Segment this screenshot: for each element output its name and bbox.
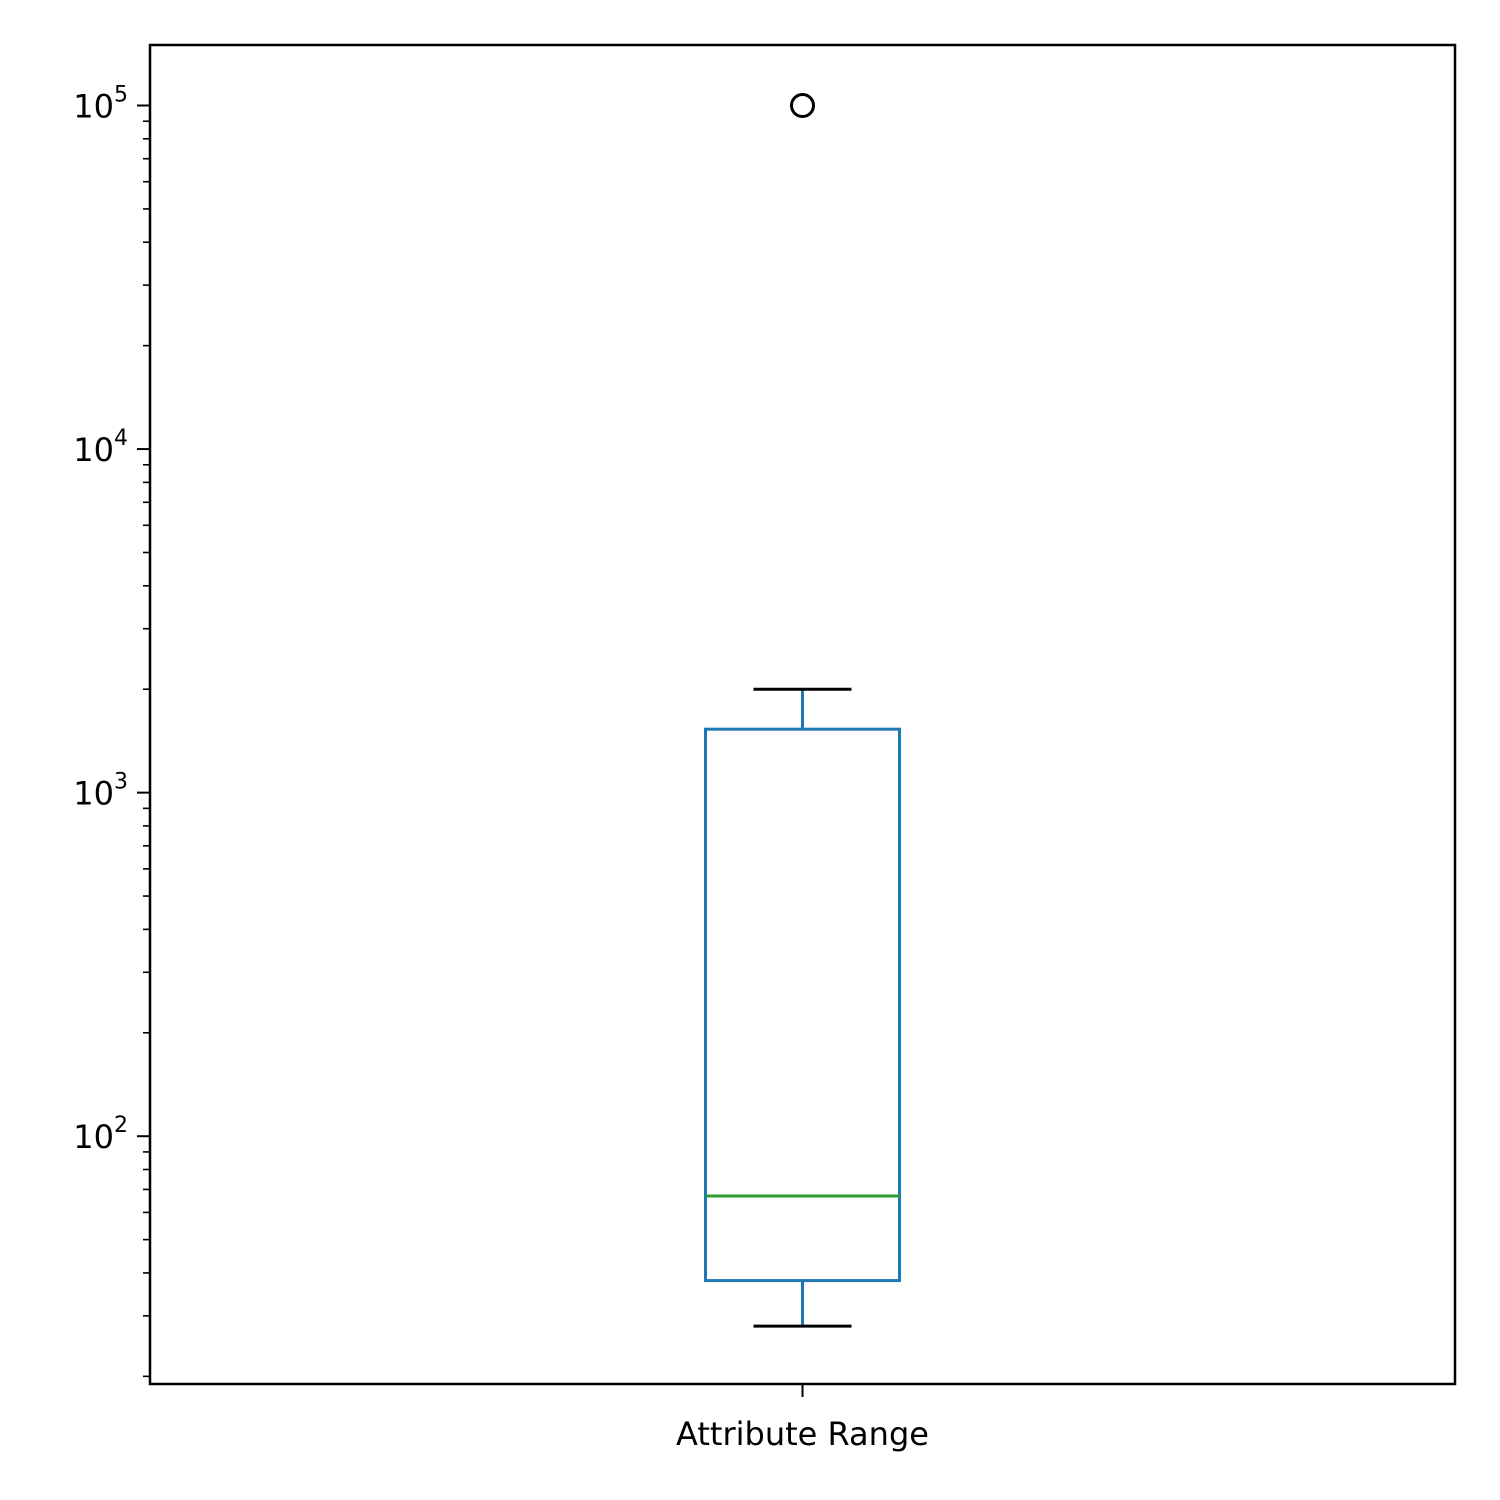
y-tick-label: 102 <box>73 1113 128 1156</box>
y-tick-label: 104 <box>73 426 128 469</box>
box-group <box>704 92 901 1328</box>
x-axis: Attribute Range <box>676 1384 929 1453</box>
x-tick-label: Attribute Range <box>676 1415 929 1453</box>
y-tick-label: 105 <box>73 82 128 125</box>
boxes <box>704 92 901 1328</box>
y-tick-label: 103 <box>73 770 128 813</box>
iqr-box <box>704 727 901 1283</box>
outlier-point <box>790 92 815 118</box>
y-axis: 102 103 104 105 <box>73 82 150 1378</box>
